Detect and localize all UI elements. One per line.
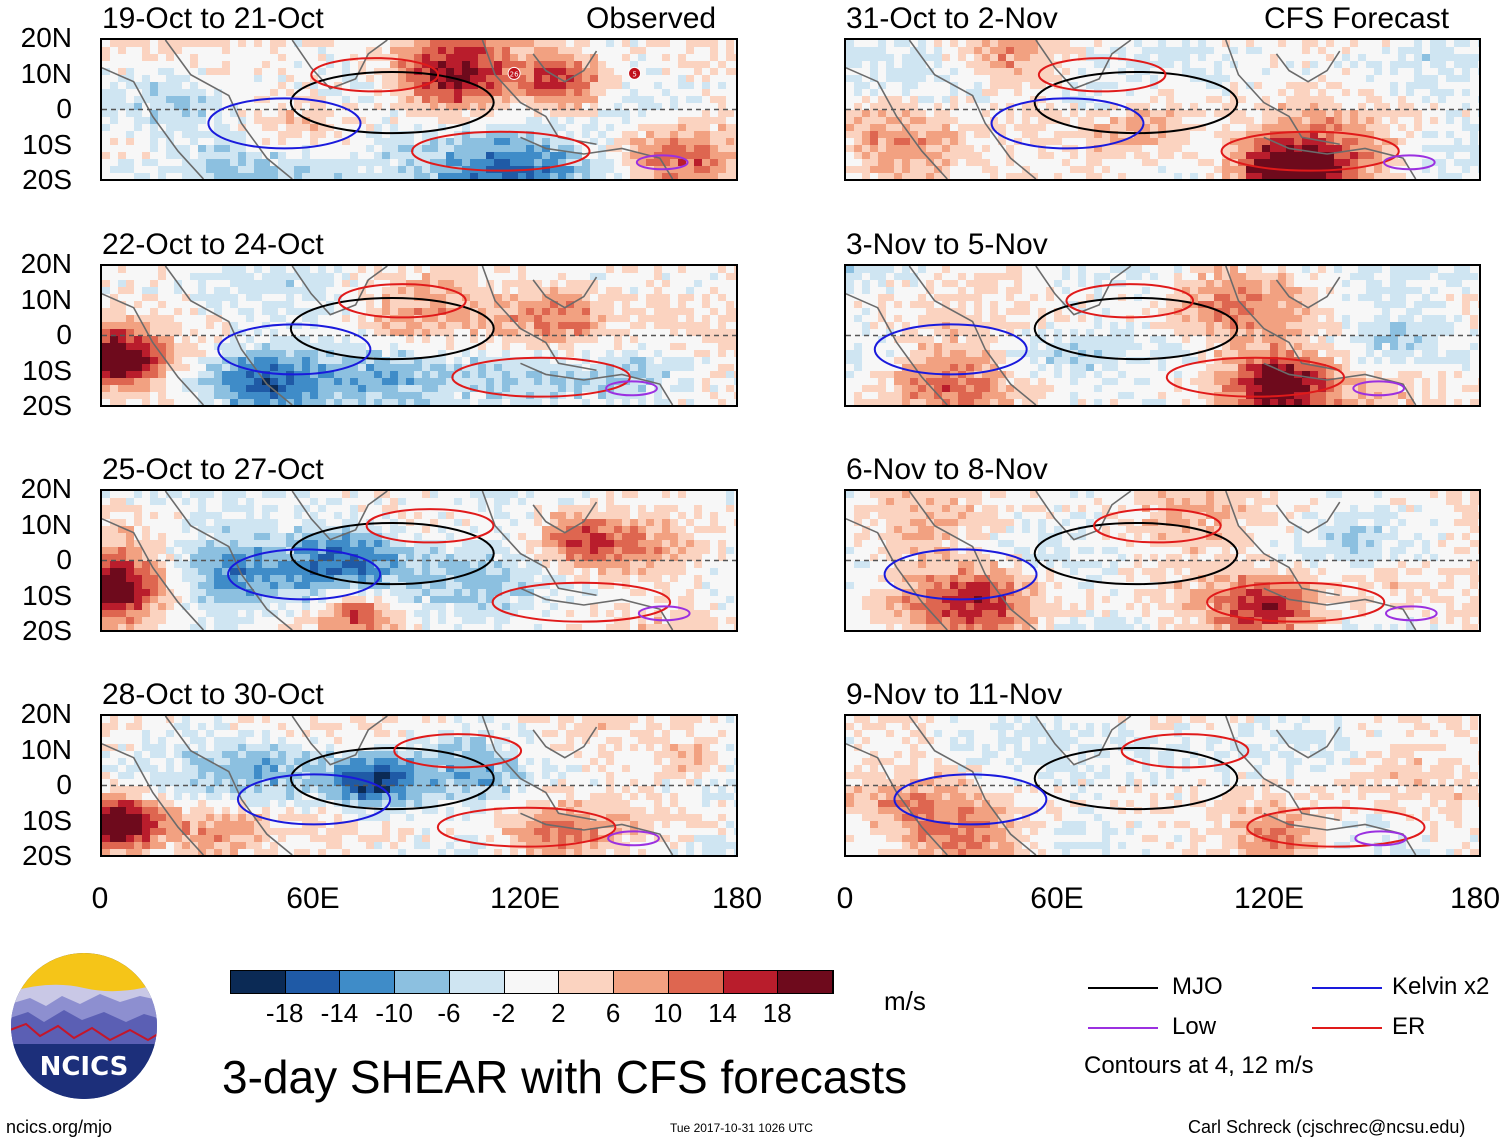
lat-label: 10S xyxy=(22,128,72,160)
lat-label: 20N xyxy=(20,248,72,279)
lat-label: 10S xyxy=(22,804,72,836)
kelvin-legend-label: Kelvin x2 xyxy=(1392,973,1490,1000)
colorbar-swatch xyxy=(614,971,669,993)
colorbar-tick: -14 xyxy=(320,998,359,1028)
map-panel-4 xyxy=(100,714,738,857)
lat-label: 20S xyxy=(22,840,72,871)
panel-title: 25-Oct to 27-Oct xyxy=(102,453,324,486)
lon-label: 0 xyxy=(91,882,109,915)
shear-field xyxy=(846,266,1479,405)
colorbar-swatch xyxy=(340,971,396,993)
panel-title: 3-Nov to 5-Nov xyxy=(846,228,1048,261)
storm-marker-label: 5 xyxy=(632,70,636,78)
colorbar-swatch xyxy=(395,971,450,993)
lat-label: 20S xyxy=(22,615,72,646)
er-legend-label: ER xyxy=(1392,1013,1426,1040)
observed-label: Observed xyxy=(586,2,717,35)
cfs-forecast-label: CFS Forecast xyxy=(1264,2,1450,35)
colorbar xyxy=(230,970,834,994)
kelvin-legend-line xyxy=(1312,987,1382,989)
shear-field xyxy=(846,491,1479,630)
lat-label: 10N xyxy=(20,283,72,315)
footer-timestamp: Tue 2017-10-31 1026 UTC xyxy=(670,1121,813,1135)
storm-marker-label: 26 xyxy=(510,70,519,78)
lon-label: 0 xyxy=(836,882,854,915)
colorbar-swatch xyxy=(285,971,341,993)
colorbar-tick: 10 xyxy=(653,998,683,1028)
shear-field: 26 5 xyxy=(102,40,736,179)
low-legend-label: Low xyxy=(1172,1013,1217,1040)
panel-title: 19-Oct to 21-Oct xyxy=(102,2,324,35)
shear-field xyxy=(846,716,1479,855)
shear-field xyxy=(102,716,736,855)
er-legend-line xyxy=(1312,1027,1382,1029)
lat-label: 0 xyxy=(56,319,72,350)
map-panel-2 xyxy=(100,264,738,407)
shear-field xyxy=(102,266,736,405)
lon-label: 120E xyxy=(1233,882,1305,915)
map-panel-5 xyxy=(844,38,1481,181)
panel-title: 31-Oct to 2-Nov xyxy=(846,2,1058,35)
colorbar-swatch xyxy=(668,971,724,993)
footer-link[interactable]: ncics.org/mjo xyxy=(6,1117,113,1137)
lat-label: 10N xyxy=(20,508,72,540)
colorbar-swatch xyxy=(504,971,560,993)
ncics-logo-graphic xyxy=(11,953,157,1099)
colorbar-tick: 18 xyxy=(762,998,792,1028)
lat-label: 20N xyxy=(20,698,72,729)
main-title: 3-day SHEAR with CFS forecasts xyxy=(222,1051,908,1103)
lat-label: 10N xyxy=(20,733,72,765)
map-panel-1: 26 5 xyxy=(100,38,738,181)
map-panel-7 xyxy=(844,489,1481,632)
panel-title: 28-Oct to 30-Oct xyxy=(102,678,324,711)
colorbar-swatch xyxy=(723,971,779,993)
lat-label: 10N xyxy=(20,57,72,89)
panel-title: 9-Nov to 11-Nov xyxy=(846,678,1063,711)
colorbar-tick: 2 xyxy=(551,998,566,1028)
lon-label: 120E xyxy=(489,882,561,915)
panel-title: 6-Nov to 8-Nov xyxy=(846,453,1048,486)
lat-label: 20S xyxy=(22,164,72,195)
units-label: m/s xyxy=(884,986,926,1016)
lat-label: 20S xyxy=(22,390,72,421)
colorbar-tick: -18 xyxy=(265,998,304,1028)
shear-field xyxy=(102,491,736,630)
ncics-logo[interactable]: NCICS xyxy=(10,952,158,1100)
lat-label: 0 xyxy=(56,769,72,800)
low-legend-line xyxy=(1088,1027,1158,1029)
lat-label: 0 xyxy=(56,544,72,575)
lon-label: 180 xyxy=(711,882,763,915)
map-panel-8 xyxy=(844,714,1481,857)
map-panel-3 xyxy=(100,489,738,632)
lon-label: 60E xyxy=(1030,882,1084,915)
colorbar-tick: -2 xyxy=(492,998,516,1028)
lat-label: 10S xyxy=(22,354,72,386)
shear-field xyxy=(846,40,1479,179)
colorbar-swatch xyxy=(231,971,286,993)
lon-label: 180 xyxy=(1449,882,1501,915)
colorbar-tick: 14 xyxy=(708,998,737,1028)
lat-label: 0 xyxy=(56,93,72,124)
mjo-legend-line xyxy=(1088,987,1158,989)
colorbar-swatch xyxy=(449,971,505,993)
map-panel-6 xyxy=(844,264,1481,407)
lat-label: 10S xyxy=(22,579,72,611)
mjo-legend-label: MJO xyxy=(1172,973,1223,1000)
contours-note: Contours at 4, 12 m/s xyxy=(1084,1052,1314,1079)
colorbar-tick: -10 xyxy=(375,998,413,1028)
colorbar-tick: 6 xyxy=(605,998,621,1028)
lat-label: 20N xyxy=(20,22,72,53)
colorbar-tick: -6 xyxy=(437,998,461,1028)
colorbar-swatch xyxy=(559,971,615,993)
lon-label: 60E xyxy=(286,882,340,915)
lat-label: 20N xyxy=(20,473,72,504)
footer-credit: Carl Schreck (cjschrec@ncsu.edu) xyxy=(1188,1117,1466,1137)
colorbar-swatch xyxy=(778,971,833,993)
panel-title: 22-Oct to 24-Oct xyxy=(102,228,324,261)
ncics-logo-text: NCICS xyxy=(39,1052,129,1082)
